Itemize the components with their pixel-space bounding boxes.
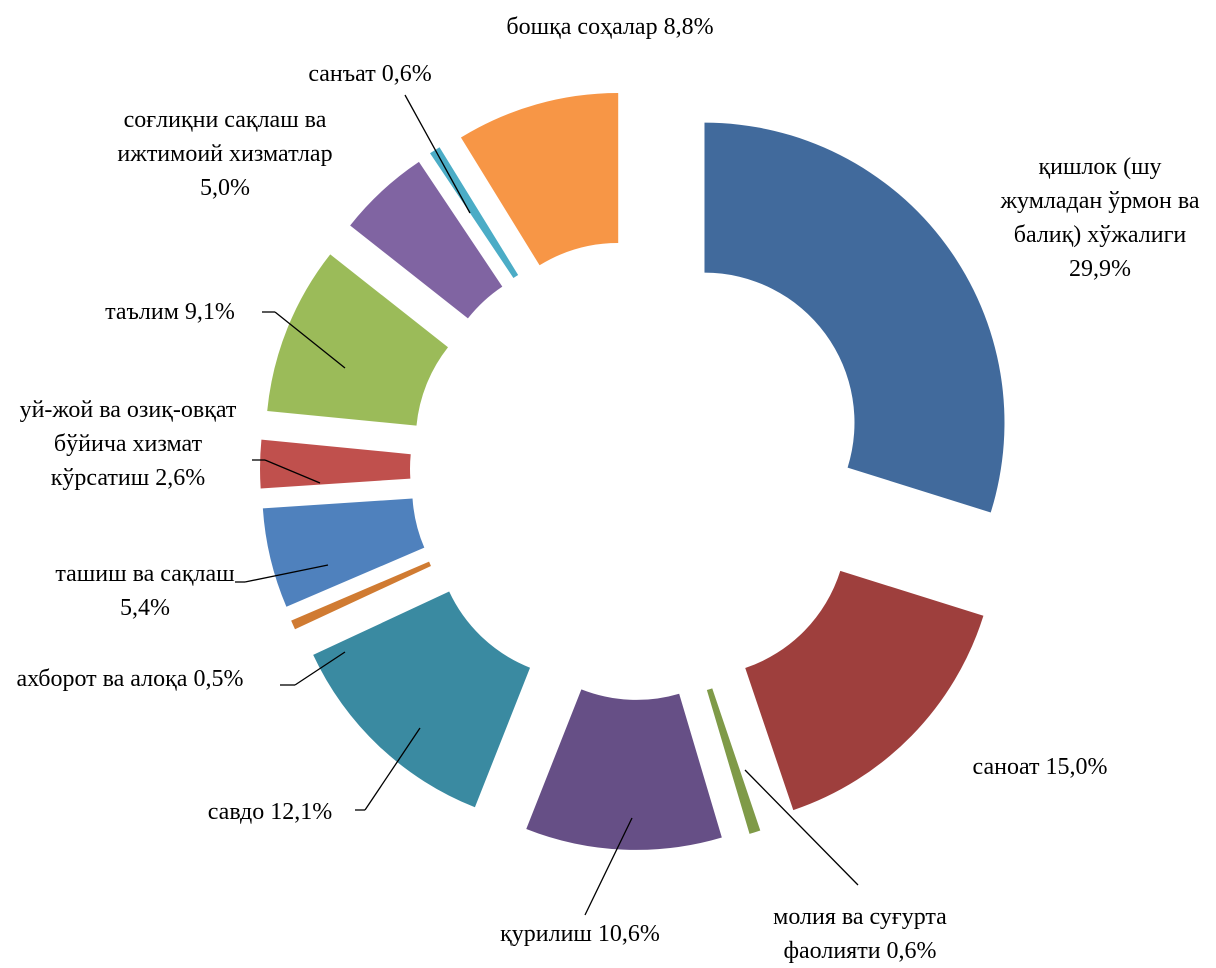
value-label: 0,6% [381,61,432,87]
value-label: 12,1% [270,799,333,825]
slice [704,122,1005,513]
data-label: санъат 0,6% [308,57,431,91]
value-label: 0,5% [193,666,244,692]
leader [364,727,421,811]
leader [744,769,859,886]
slice [350,161,503,319]
data-label: ахборот ва алоқа 0,5% [15,662,245,696]
value-label: 2,6% [155,465,206,491]
value-label: 10,6% [597,921,660,947]
data-label: қурилиш 10,6% [500,917,660,951]
slice [313,591,531,808]
category-label: молия ва суғурта фаолияти [773,904,947,964]
leader [584,817,633,916]
value-label: 5,0% [200,175,250,201]
category-label: қишлок (шу жумладан ўрмон ва балиқ) хўжа… [1000,154,1200,248]
value-label: 8,8% [663,14,714,40]
value-label: 5,4% [120,595,170,621]
data-label: ташиш ва сақлаш 5,4% [55,557,235,625]
slice [262,498,425,607]
leader [264,459,321,484]
value-label: 9,1% [184,299,235,325]
data-label: саноат 15,0% [973,750,1108,784]
data-label: қишлок (шу жумладан ўрмон ва балиқ) хўжа… [985,150,1215,286]
value-label: 0,6% [886,938,937,964]
slice [745,570,984,811]
leader [244,564,329,583]
category-label: қурилиш [500,921,592,947]
data-label: соғлиқни сақлаш ва ижтимоий хизматлар 5,… [95,103,355,205]
category-label: санъат [308,61,376,87]
data-label: молия ва суғурта фаолияти 0,6% [730,900,990,968]
slice [291,561,431,630]
data-label: савдо 12,1% [208,795,333,829]
slice [460,93,619,266]
leader [294,651,346,686]
category-label: бошқа соҳалар [506,14,658,40]
data-label: таълим 9,1% [105,295,235,329]
leader [274,311,346,369]
slice [267,254,449,426]
category-label: ахборот ва алоқа [16,666,188,692]
slice [706,688,761,834]
slice [260,439,411,489]
leader [404,94,471,214]
slice [526,689,722,850]
category-label: таълим [105,299,179,325]
category-label: уй-жой ва озиқ-овқат бўйича хизмат кўрса… [19,397,237,491]
leader-lines [235,94,859,916]
category-label: савдо [207,799,265,825]
category-label: саноат [972,754,1040,780]
data-label: бошқа соҳалар 8,8% [480,10,740,44]
data-label: уй-жой ва озиқ-овқат бўйича хизмат кўрса… [8,393,248,495]
category-label: соғлиқни сақлаш ва ижтимоий хизматлар [117,107,333,167]
category-label: ташиш ва сақлаш [55,561,235,587]
value-label: 15,0% [1045,754,1108,780]
value-label: 29,9% [1069,256,1131,282]
